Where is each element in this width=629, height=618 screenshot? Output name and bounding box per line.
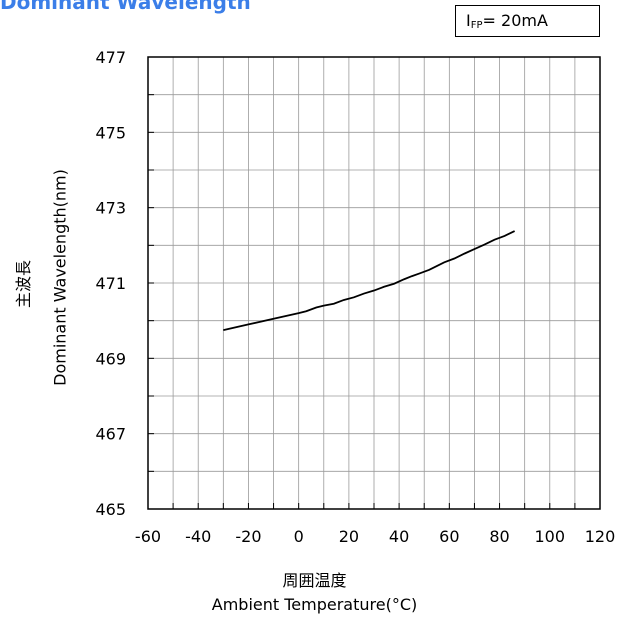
chart-title: Dominant Wavelength [0,0,251,14]
x-tick-label: 40 [389,527,409,546]
condition-value: = 20mA [482,11,548,30]
xlabel: Ambient Temperature(°C) [211,595,418,614]
ticks: -60 -40 -20 0 20 40 60 80 100 120 465 467 469 471 473 4… [95,48,615,546]
x-tick-label: 60 [439,527,459,546]
x-tick-label: 0 [294,527,304,546]
x-tick-label: 20 [339,527,359,546]
x-tick-label: -40 [185,527,211,546]
chart: -60 -40 -20 0 20 40 60 80 100 120 465 467 469 471 473 4… [95,48,615,546]
series [223,230,516,331]
x-tick-label: -20 [235,527,261,546]
series-line [223,230,516,331]
ylabel-jp: 主波長 [14,260,33,309]
x-tick-label: 80 [489,527,509,546]
y-tick-label: 469 [95,349,126,368]
ylabel: Dominant Wavelength(nm) [50,169,70,386]
y-tick-label: 467 [95,425,126,444]
y-tick-label: 471 [95,274,126,293]
y-tick-label: 465 [95,500,126,519]
y-tick-label: 475 [95,123,126,142]
condition-symbol: I [466,11,471,30]
y-tick-label: 477 [95,48,126,67]
xlabel-jp: 周囲温度 [282,571,347,590]
x-tick-label: -60 [135,527,161,546]
condition-box: IFP= 20mA [455,5,600,37]
x-tick-label: 100 [535,527,566,546]
y-tick-label: 473 [95,199,126,218]
plot-frame [147,56,601,510]
x-tick-label: 120 [585,527,616,546]
grid [148,57,600,509]
condition-subscript: FP [470,20,483,31]
